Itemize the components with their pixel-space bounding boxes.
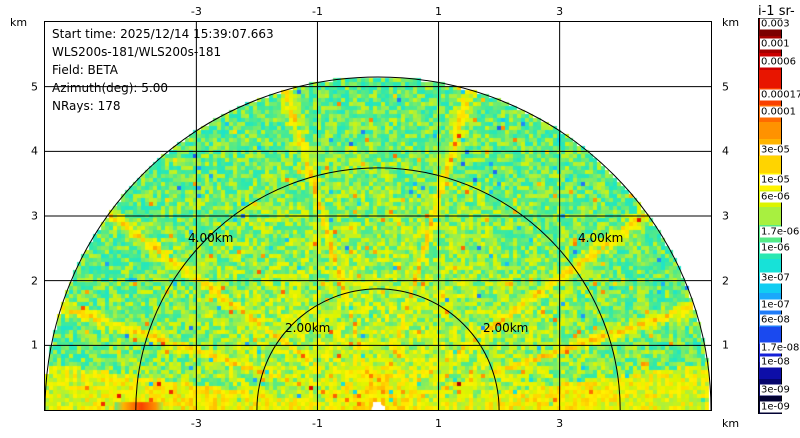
y-tick-left-2: 2 [31,274,38,288]
colorbar-swatch-14 [759,258,781,277]
colorbar-swatch-6 [759,121,781,140]
x-tick-top--3: -3 [190,5,202,18]
azimuth-label: Azimuth(deg): 5.00 [52,81,169,95]
colorbar-swatch-8 [759,156,781,174]
colorbar-tick-3e-05: 3e-05 [760,144,791,156]
colorbar-tick-0.001: 0.001 [760,38,791,50]
nrays-label: NRays: 178 [52,99,121,113]
x-tick-top--1: -1 [311,5,323,18]
instrument-label: WLS200s-181/WLS200s-181 [52,45,222,59]
colorbar-tick-0.00017: 0.00017 [760,89,800,101]
colorbar-tick-1e-05: 1e-05 [760,174,791,186]
colorbar-tick-3e-07: 3e-07 [760,272,791,284]
y-tick-left-5: 5 [31,80,38,94]
x-tick-top-3: 3 [556,5,564,18]
x-tick-bottom--3: -3 [190,417,202,430]
colorbar-tick-0.0006: 0.0006 [760,56,797,68]
colorbar-tick-0.0001: 0.0001 [760,106,797,118]
y-tick-right-1: 1 [722,338,729,352]
colorbar-tick-1.7e-06: 1.7e-06 [760,226,800,238]
y-tick-left-3: 3 [31,209,38,223]
colorbar-title: i-1 sr- [758,4,795,19]
scan-metadata-block: Start time: 2025/12/14 15:39:07.663 WLS2… [52,25,274,115]
colorbar-swatch-3 [759,70,781,89]
colorbar-tick-3e-09: 3e-09 [760,384,791,396]
colorbar-tick-1.7e-08: 1.7e-08 [760,342,800,354]
y-axis-unit-top-left: km [10,16,28,29]
x-tick-top-1: 1 [435,5,443,18]
y-tick-left-1: 1 [31,338,38,352]
colorbar-tick-1e-07: 1e-07 [760,299,791,311]
y-tick-right-4: 4 [722,144,729,158]
x-axis-unit-bottom-right: km [722,417,740,430]
range-ring-label-2: 2.00km [285,321,331,335]
range-ring-label-1: 4.00km [578,231,624,245]
colorbar-swatch-18 [759,327,781,346]
colorbar-tick-1e-06: 1e-06 [760,242,791,254]
colorbar-tick-6e-06: 6e-06 [760,191,791,203]
start-time-label: Start time: 2025/12/14 15:39:07.663 [52,27,274,41]
x-tick-bottom--1: -1 [311,417,323,430]
y-axis-unit-top-right: km [722,16,740,29]
y-tick-right-3: 3 [722,209,729,223]
field-label: Field: BETA [52,63,118,77]
range-ring-label-3: 2.00km [483,321,529,335]
range-ring-label-0: 4.00km [188,231,234,245]
colorbar-tick-6e-08: 6e-08 [760,314,791,326]
x-tick-bottom-1: 1 [435,417,443,430]
colorbar-swatch-11 [759,207,781,226]
colorbar[interactable] [758,18,782,414]
y-tick-right-2: 2 [722,274,729,288]
x-tick-bottom-3: 3 [556,417,564,430]
colorbar-tick-1e-08: 1e-08 [760,356,791,368]
y-tick-right-5: 5 [722,80,729,94]
y-tick-left-4: 4 [31,144,38,158]
colorbar-tick-0.003: 0.003 [760,18,791,30]
colorbar-tick-1e-09: 1e-09 [760,401,791,413]
